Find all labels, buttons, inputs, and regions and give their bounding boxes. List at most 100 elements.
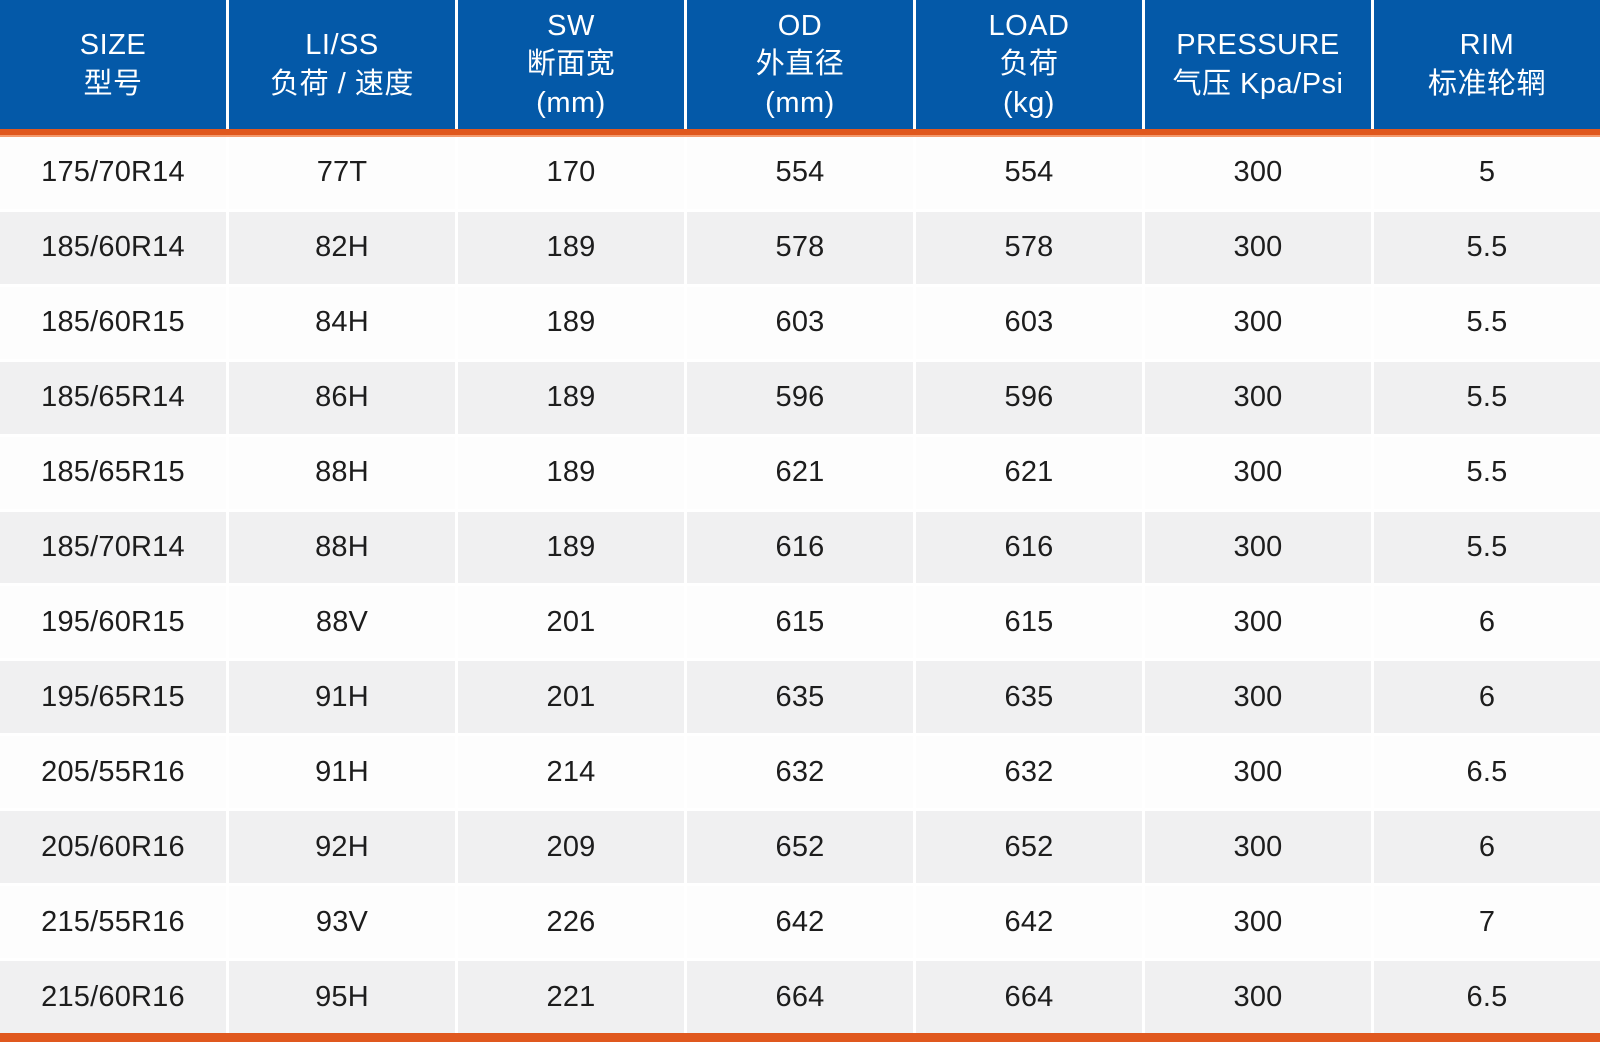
table-row: 215/60R16 95H 221 664 664 300 6.5: [0, 961, 1600, 1033]
table-row: 185/70R14 88H 189 616 616 300 5.5: [0, 511, 1600, 584]
cell-size: 185/60R15: [0, 286, 226, 359]
header-cell-pressure: PRESSURE 气压 Kpa/Psi: [1145, 0, 1371, 129]
cell-load: 578: [916, 211, 1142, 284]
cell-size: 205/60R16: [0, 811, 226, 884]
header-cell-rim: RIM 标准轮辋: [1374, 0, 1600, 129]
cell-rim: 5.5: [1374, 436, 1600, 509]
cell-rim: 6.5: [1374, 961, 1600, 1033]
cell-od: 615: [687, 586, 913, 659]
cell-sw: 221: [458, 961, 684, 1033]
cell-sw: 201: [458, 661, 684, 734]
header-cell-od: OD 外直径 (mm): [687, 0, 913, 129]
cell-li_ss: 84H: [229, 286, 455, 359]
cell-pressure: 300: [1145, 286, 1371, 359]
bottom-accent-bar: [0, 1033, 1600, 1042]
header-cell-li-ss: LI/SS 负荷 / 速度: [229, 0, 455, 129]
header-label-zh: 气压 Kpa/Psi: [1172, 67, 1344, 100]
header-label-unit: (mm): [536, 86, 606, 119]
table-row: 195/60R15 88V 201 615 615 300 6: [0, 586, 1600, 659]
header-label-en: LI/SS: [305, 29, 379, 62]
cell-size: 185/60R14: [0, 211, 226, 284]
cell-od: 635: [687, 661, 913, 734]
header-label-en: OD: [777, 10, 823, 43]
header-label-en: SW: [547, 10, 595, 43]
cell-pressure: 300: [1145, 661, 1371, 734]
cell-pressure: 300: [1145, 137, 1371, 209]
table-row: 215/55R16 93V 226 642 642 300 7: [0, 886, 1600, 959]
cell-sw: 209: [458, 811, 684, 884]
cell-size: 195/65R15: [0, 661, 226, 734]
table-row: 185/65R15 88H 189 621 621 300 5.5: [0, 436, 1600, 509]
cell-li_ss: 86H: [229, 361, 455, 434]
table-row: 205/55R16 91H 214 632 632 300 6.5: [0, 736, 1600, 809]
cell-size: 185/65R15: [0, 436, 226, 509]
cell-size: 215/55R16: [0, 886, 226, 959]
header-label-zh: 负荷: [999, 48, 1059, 81]
cell-rim: 5.5: [1374, 361, 1600, 434]
header-label-zh: 负荷 / 速度: [270, 67, 414, 100]
cell-sw: 189: [458, 361, 684, 434]
header-label-unit: (mm): [765, 86, 835, 119]
cell-od: 621: [687, 436, 913, 509]
cell-od: 596: [687, 361, 913, 434]
cell-load: 664: [916, 961, 1142, 1033]
cell-li_ss: 93V: [229, 886, 455, 959]
table-body: 175/70R14 77T 170 554 554 300 5 185/60R14 82H 189…: [0, 137, 1600, 1033]
cell-od: 652: [687, 811, 913, 884]
header-label-zh: 外直径: [755, 48, 845, 81]
cell-li_ss: 88H: [229, 436, 455, 509]
header-cell-size: SIZE 型号: [0, 0, 226, 129]
cell-li_ss: 95H: [229, 961, 455, 1033]
table-row: 185/60R14 82H 189 578 578 300 5.5: [0, 211, 1600, 284]
header-label-zh: 标准轮辋: [1427, 67, 1546, 100]
table-row: 185/60R15 84H 189 603 603 300 5.5: [0, 286, 1600, 359]
cell-pressure: 300: [1145, 811, 1371, 884]
cell-rim: 5.5: [1374, 286, 1600, 359]
cell-li_ss: 91H: [229, 661, 455, 734]
cell-pressure: 300: [1145, 736, 1371, 809]
header-label-en: SIZE: [79, 29, 147, 62]
cell-sw: 201: [458, 586, 684, 659]
cell-load: 652: [916, 811, 1142, 884]
cell-rim: 6: [1374, 586, 1600, 659]
cell-size: 195/60R15: [0, 586, 226, 659]
cell-size: 175/70R14: [0, 137, 226, 209]
cell-li_ss: 82H: [229, 211, 455, 284]
cell-load: 615: [916, 586, 1142, 659]
cell-pressure: 300: [1145, 211, 1371, 284]
cell-li_ss: 91H: [229, 736, 455, 809]
cell-sw: 189: [458, 211, 684, 284]
cell-size: 185/70R14: [0, 511, 226, 584]
header-label-zh: 断面宽: [526, 48, 616, 81]
cell-sw: 170: [458, 137, 684, 209]
cell-li_ss: 77T: [229, 137, 455, 209]
cell-od: 616: [687, 511, 913, 584]
cell-od: 554: [687, 137, 913, 209]
header-cell-load: LOAD 负荷 (kg): [916, 0, 1142, 129]
cell-pressure: 300: [1145, 436, 1371, 509]
table-header-row: SIZE 型号 LI/SS 负荷 / 速度 SW 断面宽 (mm) OD 外直径…: [0, 0, 1600, 129]
cell-sw: 189: [458, 511, 684, 584]
cell-od: 632: [687, 736, 913, 809]
cell-rim: 5.5: [1374, 211, 1600, 284]
cell-load: 632: [916, 736, 1142, 809]
cell-load: 616: [916, 511, 1142, 584]
cell-sw: 226: [458, 886, 684, 959]
cell-rim: 7: [1374, 886, 1600, 959]
cell-od: 664: [687, 961, 913, 1033]
cell-li_ss: 88V: [229, 586, 455, 659]
cell-load: 603: [916, 286, 1142, 359]
cell-pressure: 300: [1145, 961, 1371, 1033]
cell-rim: 5: [1374, 137, 1600, 209]
cell-sw: 214: [458, 736, 684, 809]
table-row: 175/70R14 77T 170 554 554 300 5: [0, 137, 1600, 209]
cell-pressure: 300: [1145, 886, 1371, 959]
cell-load: 554: [916, 137, 1142, 209]
cell-load: 596: [916, 361, 1142, 434]
cell-rim: 6: [1374, 811, 1600, 884]
cell-pressure: 300: [1145, 586, 1371, 659]
table-row: 195/65R15 91H 201 635 635 300 6: [0, 661, 1600, 734]
header-label-en: RIM: [1459, 29, 1515, 62]
cell-load: 642: [916, 886, 1142, 959]
